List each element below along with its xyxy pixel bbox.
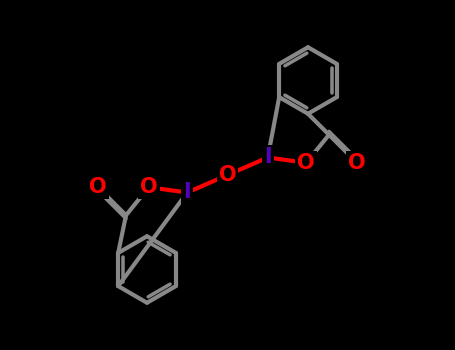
Text: O: O (219, 165, 236, 185)
Text: O: O (89, 177, 107, 197)
Text: O: O (298, 153, 315, 173)
Text: O: O (140, 177, 157, 197)
Text: I: I (264, 147, 272, 168)
Text: O: O (348, 153, 366, 173)
Text: I: I (183, 182, 191, 203)
